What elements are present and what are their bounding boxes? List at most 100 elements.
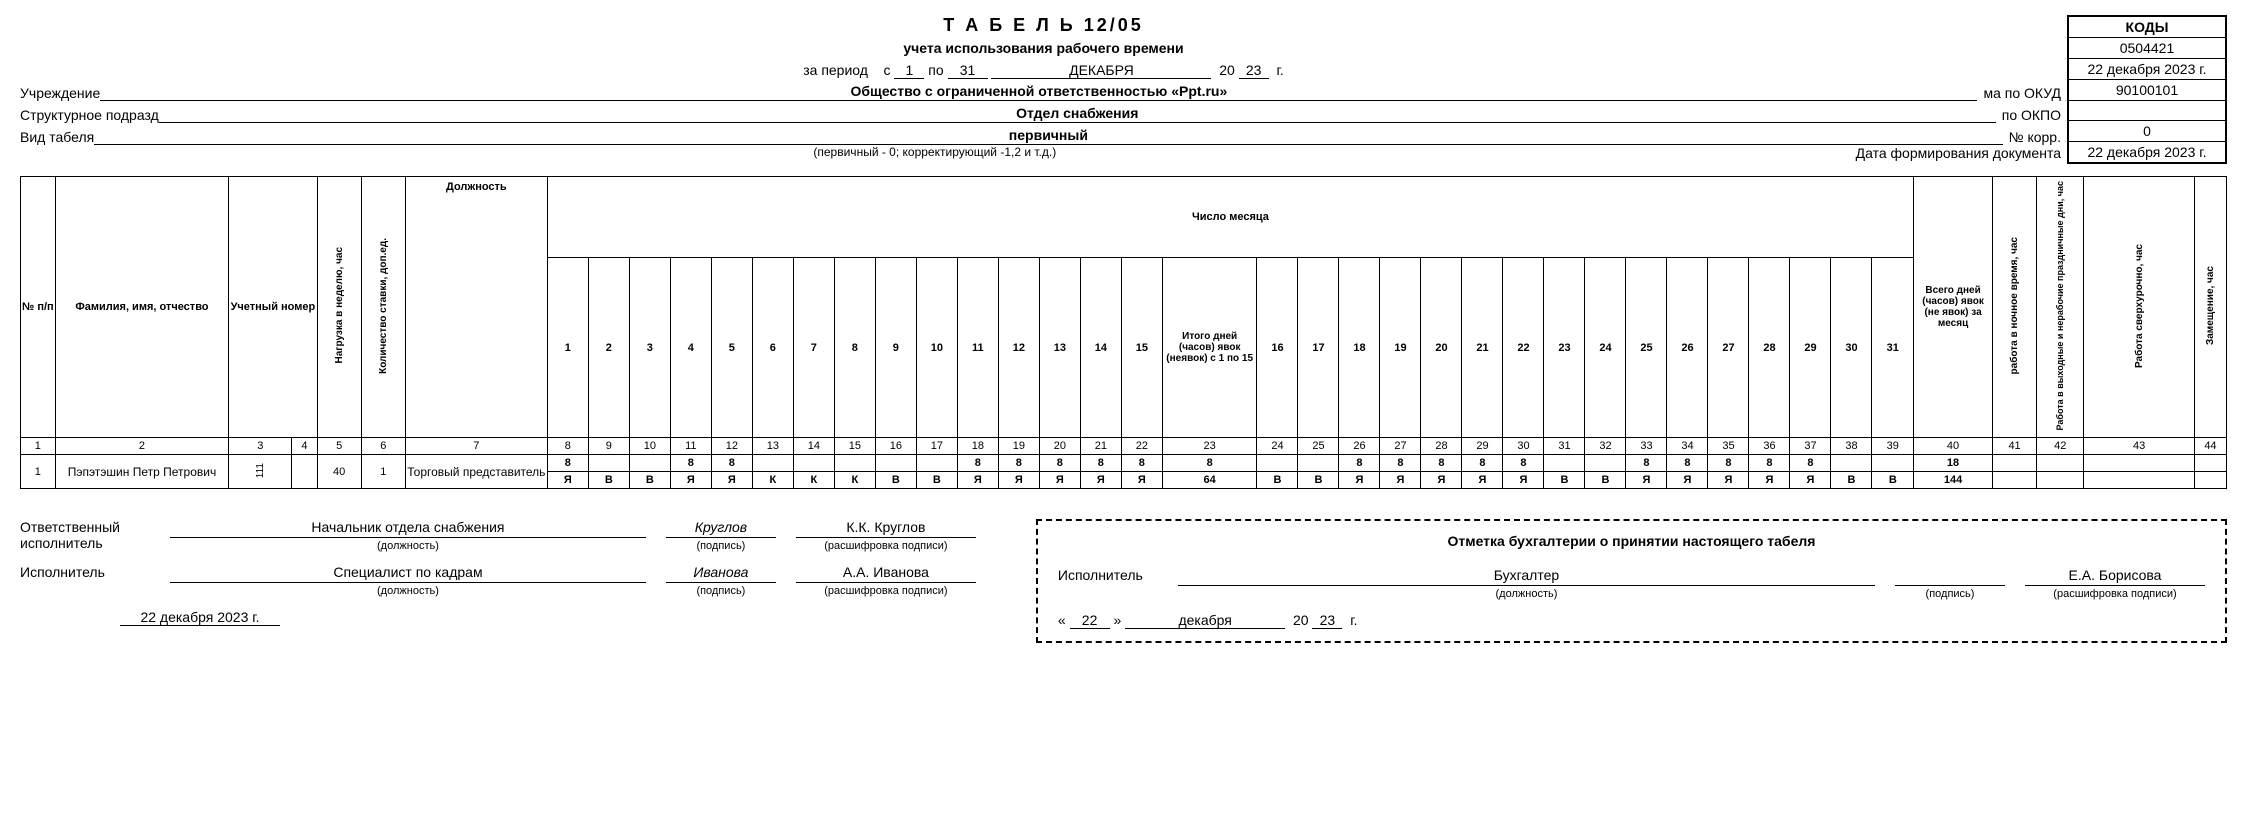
period-to: 31 [948,62,988,79]
day-cell: В [1831,472,1872,489]
exec-sign: Иванова [666,564,776,583]
col-number: 41 [1992,438,2036,455]
col-number: 14 [793,438,834,455]
col-number: 24 [1257,438,1298,455]
col-number: 23 [1162,438,1257,455]
col-position: Должность [405,177,547,438]
day-header: 30 [1831,257,1872,438]
day-cell: Я [1339,472,1380,489]
day-cell: К [793,472,834,489]
col-number: 19 [998,438,1039,455]
col-nagruzka: Нагрузка в неделю, час [317,177,361,438]
col-itog15: Итого дней (часов) явок (неявок) с 1 по … [1162,257,1257,438]
day-cell [793,455,834,472]
day-header: 9 [875,257,916,438]
day-cell: 8 [1790,455,1831,472]
col-number: 33 [1626,438,1667,455]
day-header: 7 [793,257,834,438]
col-number: 40 [1914,438,1993,455]
resp-position: Начальник отдела снабжения [170,519,646,538]
day-cell: 8 [670,455,711,472]
timesheet-table: № п/п Фамилия, имя, отчество Учетный ном… [20,176,2227,489]
extra-cell [1992,472,2036,489]
day-cell: 8 [711,455,752,472]
emp-stavki: 1 [361,455,405,489]
code-okpo: 90100101 [2068,80,2226,101]
col-number: 11 [670,438,711,455]
day-cell: 8 [957,455,998,472]
day-cell: 8 [1080,455,1121,472]
col-number: 7 [405,438,547,455]
day-header: 26 [1667,257,1708,438]
resp-sign: Круглов [666,519,776,538]
day-cell: 8 [1121,455,1162,472]
day-header: 8 [834,257,875,438]
code-date: 22 декабря 2023 г. [2068,59,2226,80]
day-header: 29 [1790,257,1831,438]
col-number: 28 [1421,438,1462,455]
day-cell: В [1257,472,1298,489]
day-cell: Я [670,472,711,489]
day-cell: Я [1667,472,1708,489]
col-number: 4 [292,438,317,455]
col-number: 26 [1339,438,1380,455]
day-cell [629,455,670,472]
col-days-header: Число месяца [547,177,1913,258]
col-number: 31 [1544,438,1585,455]
day-cell: Я [1039,472,1080,489]
acc-exec-label: Исполнитель [1058,567,1158,583]
extra-cell [2084,455,2194,472]
col-number: 10 [629,438,670,455]
day-header: 23 [1544,257,1585,438]
day-header: 6 [752,257,793,438]
day-cell: Я [1708,472,1749,489]
col-uchet: Учетный номер [229,177,317,438]
col-number: 16 [875,438,916,455]
day-cell: К [834,472,875,489]
day-header: 25 [1626,257,1667,438]
institution-label: Учреждение [20,85,100,101]
emp-uchet: 111 [229,455,292,489]
col-number: 21 [1080,438,1121,455]
col-number: 18 [957,438,998,455]
day-cell: 8 [998,455,1039,472]
day-header: 21 [1462,257,1503,438]
day-header: 4 [670,257,711,438]
extra-cell [2194,472,2226,489]
day-header: 24 [1585,257,1626,438]
col-total: Всего дней (часов) явок (не явок) за мес… [1914,177,1993,438]
extra-cell [1992,455,2036,472]
period-year: 23 [1239,62,1269,79]
resp-name: К.К. Круглов [796,519,976,538]
col-night: работа в ночное время, час [1992,177,2036,438]
okud-label: ма по ОКУД [1977,85,2067,101]
day-cell: Я [957,472,998,489]
exec-label: Исполнитель [20,564,150,580]
type-label: Вид табеля [20,129,94,145]
day-cell [752,455,793,472]
day-cell [916,455,957,472]
day-cell: 8 [1708,455,1749,472]
day-header: 5 [711,257,752,438]
col-number: 17 [916,438,957,455]
emp-position: Торговый представитель [405,455,547,489]
type-note: (первичный - 0; корректирующий -1,2 и т.… [20,145,1850,161]
day-header: 13 [1039,257,1080,438]
day-cell [1872,455,1914,472]
col-number: 5 [317,438,361,455]
extra-cell [2037,472,2084,489]
day-header: 28 [1749,257,1790,438]
col-number: 29 [1462,438,1503,455]
day-cell [1544,455,1585,472]
col-number: 32 [1585,438,1626,455]
day-cell: 8 [1626,455,1667,472]
col-number: 9 [588,438,629,455]
type-value: первичный [94,127,2002,145]
code-okud: 0504421 [2068,38,2226,59]
acc-date-line: « 22 » декабря 20 23 г. [1058,612,2205,629]
codes-header: КОДЫ [2068,16,2226,38]
day-cell: Я [1503,472,1544,489]
day-header: 19 [1380,257,1421,438]
day-header: 16 [1257,257,1298,438]
accounting-box: Отметка бухгалтерии о принятии настоящег… [1036,519,2227,643]
